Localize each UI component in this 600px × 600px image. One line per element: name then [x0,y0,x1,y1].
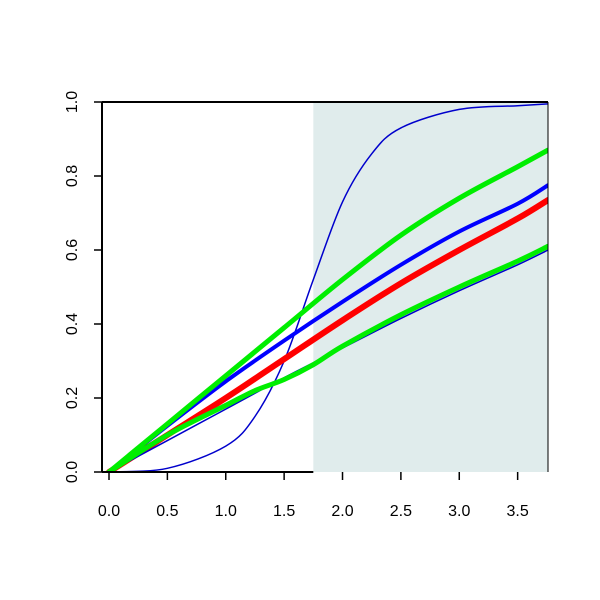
x-tick-label: 0.0 [98,503,120,520]
y-tick-label: 0.2 [64,387,81,409]
x-tick-label: 1.5 [273,503,295,520]
x-tick-label: 2.5 [390,503,412,520]
x-tick-label: 0.5 [156,503,178,520]
series-line-4 [106,147,548,472]
x-tick-label: 1.0 [215,503,237,520]
y-tick-label: 0.6 [64,239,81,261]
x-tick-label: 3.0 [448,503,470,520]
y-tick-label: 0.0 [64,461,81,483]
series-line-0 [108,103,548,472]
y-tick-label: 0.8 [64,165,81,187]
series-line-5 [106,243,548,472]
series-group [106,103,548,472]
shaded-region [313,102,548,472]
y-tick-label: 0.4 [64,313,81,335]
axes: 0.0 0.2 0.4 0.6 0.8 1.0 0.0 0.5 1.0 1.5 2.0 2.5 3.0 3… [64,91,549,520]
plot-area [106,102,548,472]
y-tick-label: 1.0 [64,91,81,113]
x-tick-label: 2.0 [331,503,353,520]
x-tick-label: 3.5 [507,503,529,520]
